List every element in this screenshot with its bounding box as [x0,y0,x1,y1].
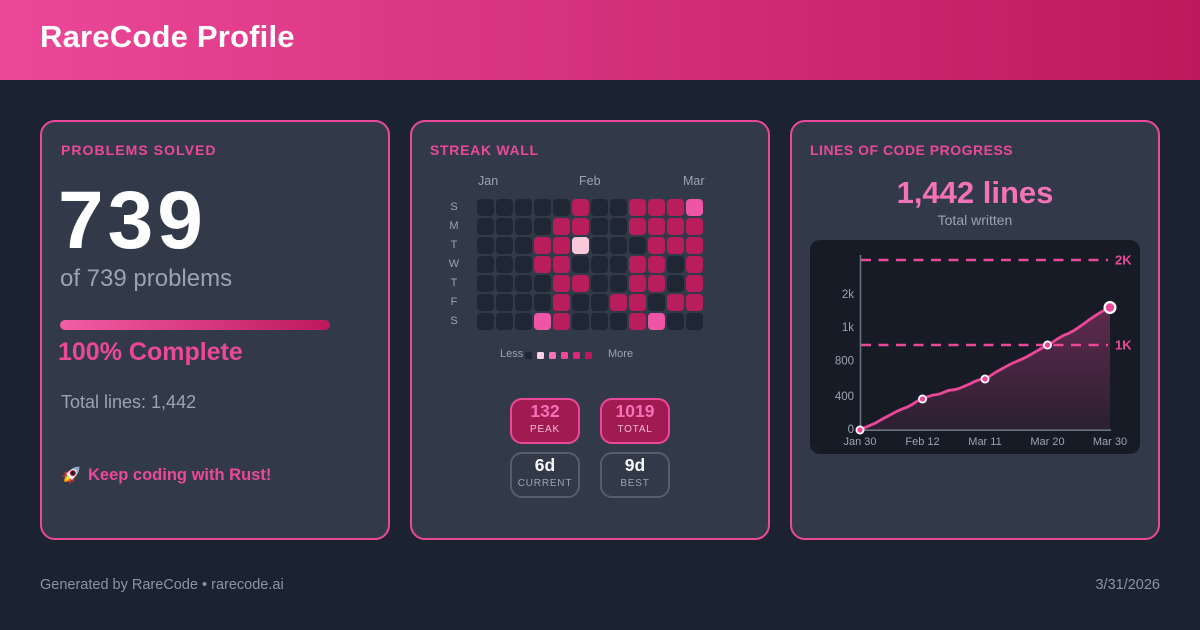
svg-text:0: 0 [848,424,854,436]
svg-text:1K: 1K [1115,338,1132,353]
svg-text:2K: 2K [1115,253,1132,268]
svg-text:Mar 11: Mar 11 [968,436,1001,448]
svg-text:Mar 20: Mar 20 [1030,436,1064,448]
svg-text:Feb 12: Feb 12 [905,436,939,448]
svg-text:Jan 30: Jan 30 [843,436,876,448]
svg-text:400: 400 [835,391,854,403]
svg-text:2k: 2k [842,289,854,301]
svg-text:800: 800 [835,356,854,368]
svg-text:1k: 1k [842,322,854,334]
svg-text:Mar 30: Mar 30 [1093,436,1127,448]
